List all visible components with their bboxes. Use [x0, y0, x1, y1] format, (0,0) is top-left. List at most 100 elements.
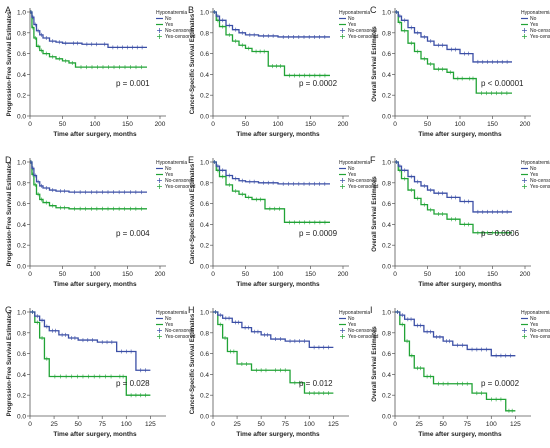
x-tick-label: 100	[273, 121, 284, 128]
survival-curve-no	[395, 161, 512, 213]
x-tick-label: 0	[211, 121, 215, 128]
x-tick-label: 200	[338, 121, 349, 128]
panel-e: E 0.0 0.2 0.4 0.6 0.8 1.0 0 50 100 150 200 Time afte…	[188, 155, 379, 288]
survival-curve-no	[30, 311, 151, 371]
x-tick-label: 50	[242, 271, 250, 278]
survival-curve-no	[395, 311, 516, 357]
x-tick-label: 50	[440, 421, 448, 428]
legend-entry: Yes-censored	[530, 184, 550, 190]
y-tick-label: 0.2	[17, 93, 26, 100]
x-tick-label: 200	[520, 271, 531, 278]
survival-curve-no	[213, 161, 330, 185]
x-axis-label: Time after surgery, months	[236, 281, 320, 288]
legend-entry: No	[348, 166, 355, 172]
legend-entry: Yes	[165, 22, 174, 28]
y-tick-label: 0.8	[200, 330, 209, 337]
legend-entry: Yes	[530, 172, 539, 178]
survival-curve-yes	[30, 311, 151, 396]
legend-entry: No-censored	[348, 178, 377, 184]
y-tick-label: 0.2	[200, 243, 209, 250]
legend-entry: Yes-censored	[348, 34, 379, 40]
legend-entry: Yes	[165, 172, 174, 178]
x-tick-label: 75	[282, 421, 290, 428]
x-tick-label: 50	[424, 121, 432, 128]
y-tick-label: 0.6	[17, 351, 26, 358]
survival-curve-yes	[395, 311, 516, 412]
p-value: p = 0.0006	[481, 229, 520, 238]
legend-entry: Yes	[348, 322, 357, 328]
legend-title: Hyponatremia	[156, 310, 187, 316]
legend-title: Hyponatremia	[339, 10, 370, 16]
legend-entry: Yes-censored	[530, 334, 550, 340]
panel-letter: A	[5, 5, 11, 15]
y-tick-label: 0.8	[17, 180, 26, 187]
legend-entry: No	[348, 16, 355, 22]
panel-letter: G	[5, 305, 12, 315]
panel-letter: E	[188, 155, 194, 165]
survival-curve-yes	[30, 11, 147, 68]
legend-entry: No-censored	[165, 178, 194, 184]
x-axis-label: Time after surgery, months	[236, 431, 320, 438]
x-tick-label: 150	[305, 121, 316, 128]
legend-title: Hyponatremia	[156, 10, 187, 16]
panel-h: H 0.0 0.2 0.4 0.6 0.8 1.0 0 25 50 75 100 125 Time aft…	[188, 305, 379, 438]
survival-curve-no	[213, 11, 330, 38]
legend-entry: Yes-censored	[530, 34, 550, 40]
y-tick-label: 0.0	[200, 414, 209, 421]
legend-entry: Yes	[530, 22, 539, 28]
x-tick-label: 100	[90, 121, 101, 128]
x-tick-label: 150	[487, 271, 498, 278]
legend-entry: No	[165, 16, 172, 22]
x-axis-label: Time after surgery, months	[418, 431, 502, 438]
panel-g: G 0.0 0.2 0.4 0.6 0.8 1.0 0 25 50 75 100 125 Time aft…	[5, 305, 196, 438]
legend-entry: Yes	[348, 22, 357, 28]
legend-entry: No	[530, 316, 537, 322]
y-tick-label: 0.4	[382, 222, 391, 229]
x-axis-label: Time after surgery, months	[236, 131, 320, 138]
x-tick-label: 50	[242, 121, 250, 128]
x-axis-label: Time after surgery, months	[53, 281, 137, 288]
legend-entry: Yes-censored	[348, 334, 379, 340]
y-tick-label: 0.0	[17, 264, 26, 271]
y-axis-label: Progression-Free Survival Estimates	[7, 11, 13, 116]
y-tick-label: 1.0	[382, 160, 391, 167]
x-tick-label: 100	[455, 271, 466, 278]
legend-title: Hyponatremia	[521, 160, 550, 166]
y-tick-label: 0.2	[382, 93, 391, 100]
x-tick-label: 0	[28, 421, 32, 428]
legend-entry: No	[530, 16, 537, 22]
y-tick-label: 0.8	[17, 330, 26, 337]
y-tick-label: 1.0	[17, 310, 26, 317]
x-tick-label: 100	[455, 121, 466, 128]
y-axis-label: Progression-Free Survival Estimates	[7, 161, 13, 266]
x-tick-label: 200	[520, 121, 531, 128]
y-tick-label: 0.6	[382, 51, 391, 58]
y-tick-label: 0.0	[382, 114, 391, 121]
survival-curve-yes	[213, 161, 330, 223]
y-axis-label: Overall Survival Estimates	[372, 26, 378, 102]
panel-f: F 0.0 0.2 0.4 0.6 0.8 1.0 0 50 100 150 200 Time afte…	[370, 155, 550, 288]
x-tick-label: 75	[464, 421, 472, 428]
x-tick-label: 0	[28, 121, 32, 128]
y-axis-label: Overall Survival Estimates	[372, 326, 378, 402]
panel-letter: I	[370, 305, 373, 315]
p-value: p = 0.0009	[299, 229, 338, 238]
x-tick-label: 50	[75, 421, 83, 428]
y-axis-label: Cancer-Specific Survival Estimates	[190, 313, 196, 414]
panel-letter: H	[188, 305, 195, 315]
legend-entry: No	[165, 166, 172, 172]
legend-entry: No-censored	[165, 28, 194, 34]
p-value: p = 0.0002	[481, 379, 520, 388]
x-tick-label: 0	[393, 121, 397, 128]
legend-entry: No	[348, 316, 355, 322]
y-tick-label: 1.0	[382, 310, 391, 317]
x-tick-label: 150	[305, 271, 316, 278]
y-tick-label: 0.4	[17, 72, 26, 79]
